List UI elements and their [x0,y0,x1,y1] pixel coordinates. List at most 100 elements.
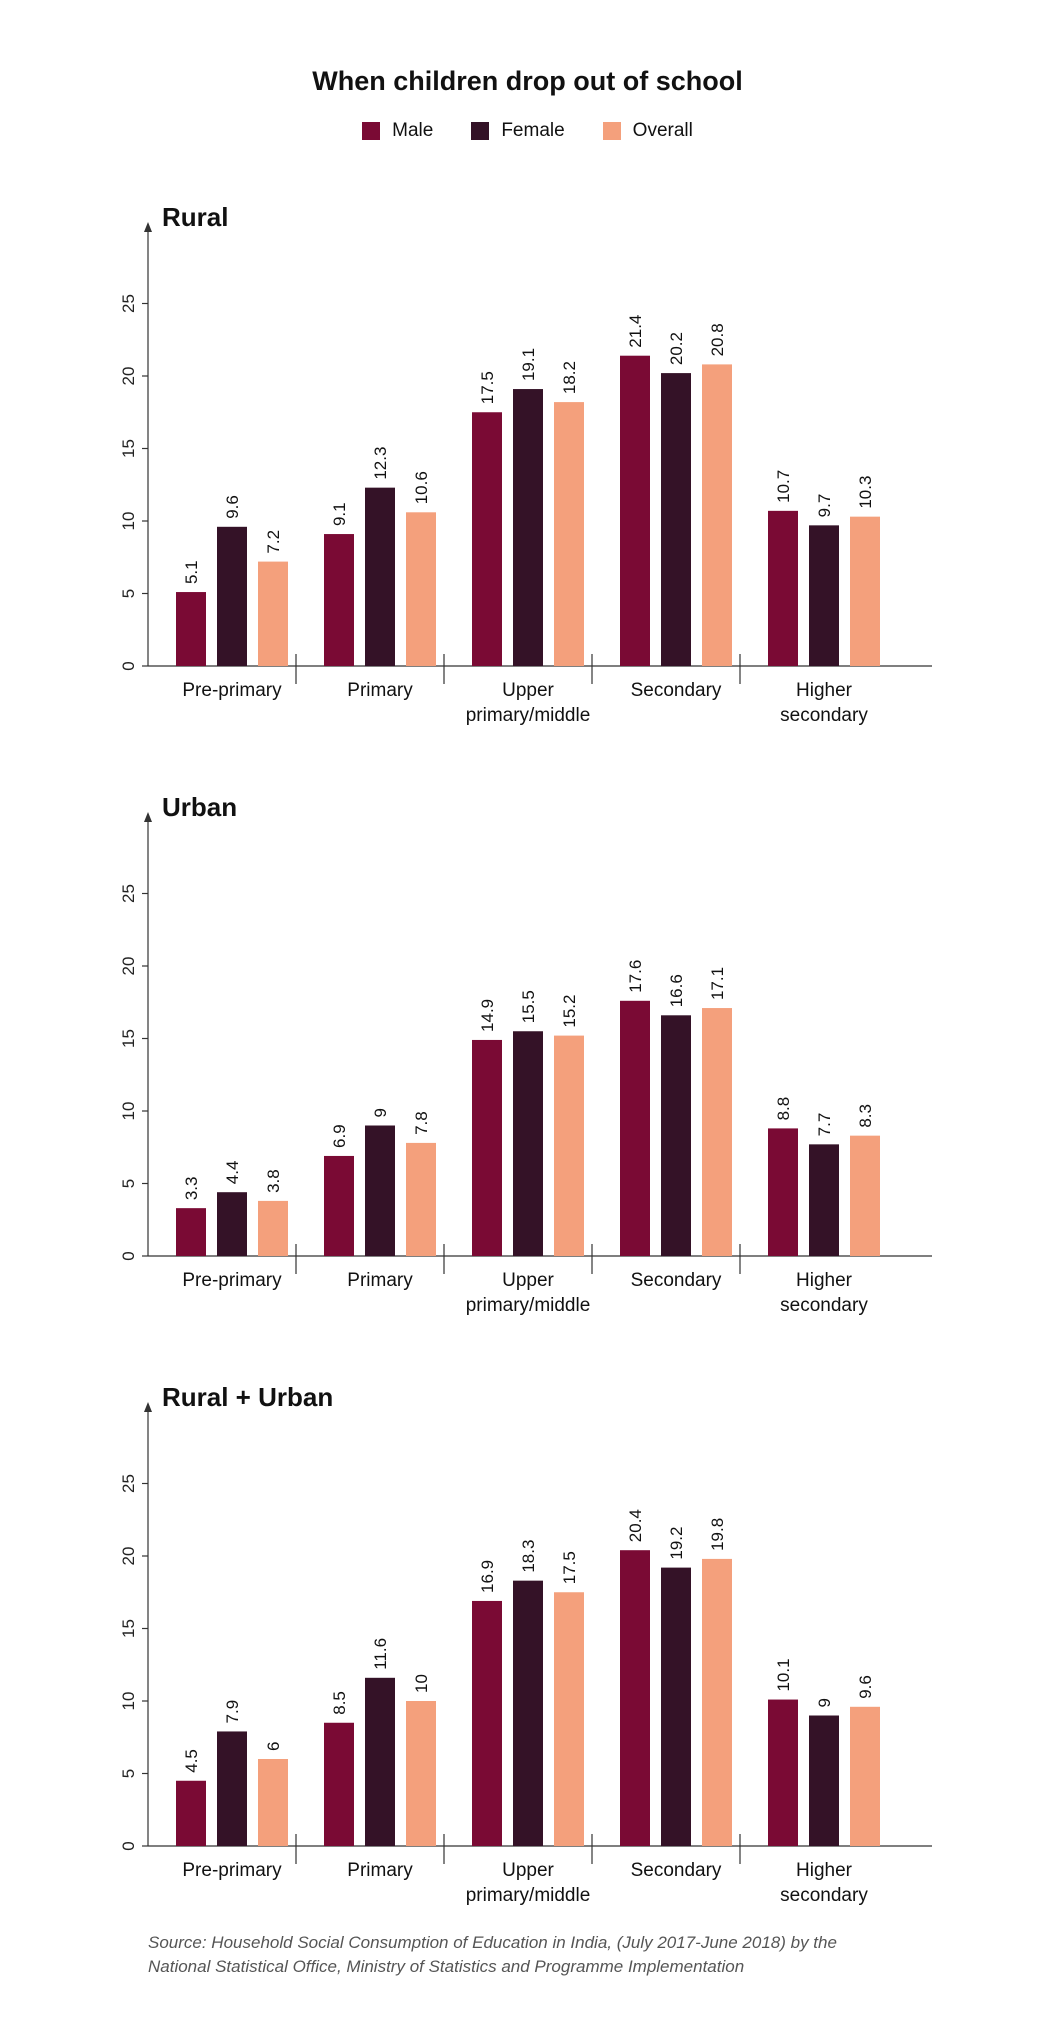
bar-overall-secondary [702,364,732,666]
legend-swatch-female [471,122,490,140]
legend-swatch-overall [602,122,621,140]
chart-urban: Urban 0 5 10 15 20 25 Pre-primary 3.3 4.4 3.8 Prima… [119,792,932,1316]
data-label-female-higher-secondary: 9 [815,1698,834,1707]
bar-female-higher-secondary [809,1144,839,1256]
data-label-overall-pre-primary: 6 [264,1742,283,1751]
data-label-female-higher-secondary: 7.7 [815,1113,834,1137]
bar-overall-upper-primary-middle [554,1035,584,1256]
x-tick-label-upper-primary-middle: primary/middle [466,1295,591,1316]
data-label-overall-primary: 10 [412,1674,431,1693]
data-label-male-higher-secondary: 10.7 [774,470,793,503]
bar-overall-higher-secondary [850,1135,880,1256]
bar-overall-primary [406,1701,436,1846]
x-tick-label-higher-secondary: secondary [780,705,868,726]
chart-rural: Rural 0 5 10 15 20 25 Pre-primary 5.1 9.6 7.2 Prima… [119,202,932,726]
y-tick-label: 25 [119,294,138,313]
data-label-overall-upper-primary-middle: 15.2 [560,995,579,1028]
data-label-female-secondary: 19.2 [667,1527,686,1560]
bar-overall-upper-primary-middle [554,402,584,666]
data-label-male-secondary: 21.4 [626,315,645,348]
data-label-female-higher-secondary: 9.7 [815,494,834,518]
data-label-male-pre-primary: 4.5 [182,1749,201,1773]
y-axis-arrow [144,222,152,232]
x-tick-label-upper-primary-middle: Upper [502,1860,554,1881]
data-label-overall-primary: 7.8 [412,1111,431,1135]
bar-female-primary [365,1677,395,1846]
bar-female-pre-primary [217,1192,247,1256]
data-label-male-primary: 8.5 [330,1691,349,1715]
bar-male-secondary [620,355,650,666]
data-label-male-secondary: 20.4 [626,1509,645,1542]
bar-male-higher-secondary [768,1128,798,1256]
bar-male-upper-primary-middle [472,1039,502,1256]
data-label-female-pre-primary: 7.9 [223,1700,242,1724]
data-label-overall-pre-primary: 7.2 [264,530,283,554]
x-tick-label-primary: Primary [347,1860,413,1881]
bar-male-higher-secondary [768,1699,798,1846]
bar-overall-primary [406,1142,436,1256]
x-tick-label-secondary: Secondary [631,1270,722,1291]
data-label-male-pre-primary: 3.3 [182,1177,201,1201]
bar-male-pre-primary [176,1208,206,1256]
data-label-female-secondary: 16.6 [667,974,686,1007]
bar-male-secondary [620,1000,650,1256]
legend-item-overall: Overall [602,120,693,142]
source-note: Source: Household Social Consumption of … [148,1931,928,1979]
data-label-female-upper-primary-middle: 18.3 [519,1540,538,1573]
panel-title: Rural [162,202,228,232]
chart-rural-urban: Rural + Urban 0 5 10 15 20 25 Pre-primary 4.5 7.9… [119,1382,932,1906]
bar-female-primary [365,487,395,666]
bar-overall-secondary [702,1558,732,1846]
bar-male-primary [324,1722,354,1846]
source-line-1: Source: Household Social Consumption of … [148,1933,837,1952]
legend: Male Female Overall [0,120,1055,142]
bar-male-higher-secondary [768,510,798,666]
x-tick-label-upper-primary-middle: Upper [502,1270,554,1291]
x-tick-label-higher-secondary: Higher [796,1270,853,1291]
data-label-male-higher-secondary: 10.1 [774,1658,793,1691]
x-tick-label-higher-secondary: secondary [780,1885,868,1906]
y-tick-label: 10 [119,1102,138,1121]
panel-title: Rural + Urban [162,1382,333,1412]
data-label-overall-pre-primary: 3.8 [264,1169,283,1193]
legend-swatch-male [362,122,381,140]
bar-female-secondary [661,1015,691,1256]
y-tick-label: 25 [119,1474,138,1493]
legend-label-female: Female [501,120,565,141]
bar-female-pre-primary [217,526,247,666]
x-tick-label-primary: Primary [347,680,413,701]
bar-female-pre-primary [217,1731,247,1846]
bar-female-upper-primary-middle [513,389,543,666]
data-label-overall-upper-primary-middle: 17.5 [560,1551,579,1584]
data-label-male-primary: 6.9 [330,1124,349,1148]
data-label-male-pre-primary: 5.1 [182,560,201,584]
x-tick-label-upper-primary-middle: primary/middle [466,1885,591,1906]
y-tick-label: 10 [119,512,138,531]
bar-female-primary [365,1125,395,1256]
data-label-female-pre-primary: 9.6 [223,495,242,519]
y-tick-label: 0 [119,661,138,670]
data-label-female-upper-primary-middle: 19.1 [519,348,538,381]
y-tick-label: 15 [119,439,138,458]
data-label-overall-upper-primary-middle: 18.2 [560,361,579,394]
x-tick-label-secondary: Secondary [631,680,722,701]
x-tick-label-pre-primary: Pre-primary [182,1270,282,1291]
y-tick-label: 5 [119,1769,138,1778]
data-label-male-upper-primary-middle: 14.9 [478,999,497,1032]
bar-overall-pre-primary [258,1759,288,1846]
bar-overall-primary [406,512,436,666]
data-label-male-upper-primary-middle: 17.5 [478,371,497,404]
y-axis-arrow [144,1402,152,1412]
bar-male-upper-primary-middle [472,1600,502,1846]
bar-overall-pre-primary [258,1200,288,1256]
bar-female-higher-secondary [809,525,839,666]
bar-overall-pre-primary [258,561,288,666]
x-tick-label-upper-primary-middle: primary/middle [466,705,591,726]
x-tick-label-upper-primary-middle: Upper [502,680,554,701]
y-tick-label: 25 [119,884,138,903]
bar-male-primary [324,534,354,666]
bar-male-primary [324,1155,354,1256]
chart-title: When children drop out of school [312,66,743,96]
data-label-female-pre-primary: 4.4 [223,1161,242,1185]
x-tick-label-higher-secondary: Higher [796,1860,853,1881]
